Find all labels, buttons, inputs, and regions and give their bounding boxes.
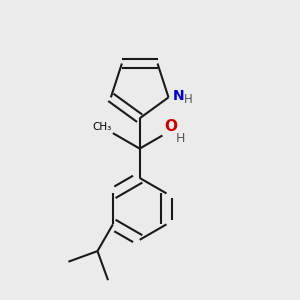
Text: H: H [184, 93, 193, 106]
Text: O: O [164, 119, 177, 134]
Text: N: N [173, 89, 184, 103]
Text: H: H [176, 132, 185, 145]
Text: CH₃: CH₃ [92, 122, 111, 132]
